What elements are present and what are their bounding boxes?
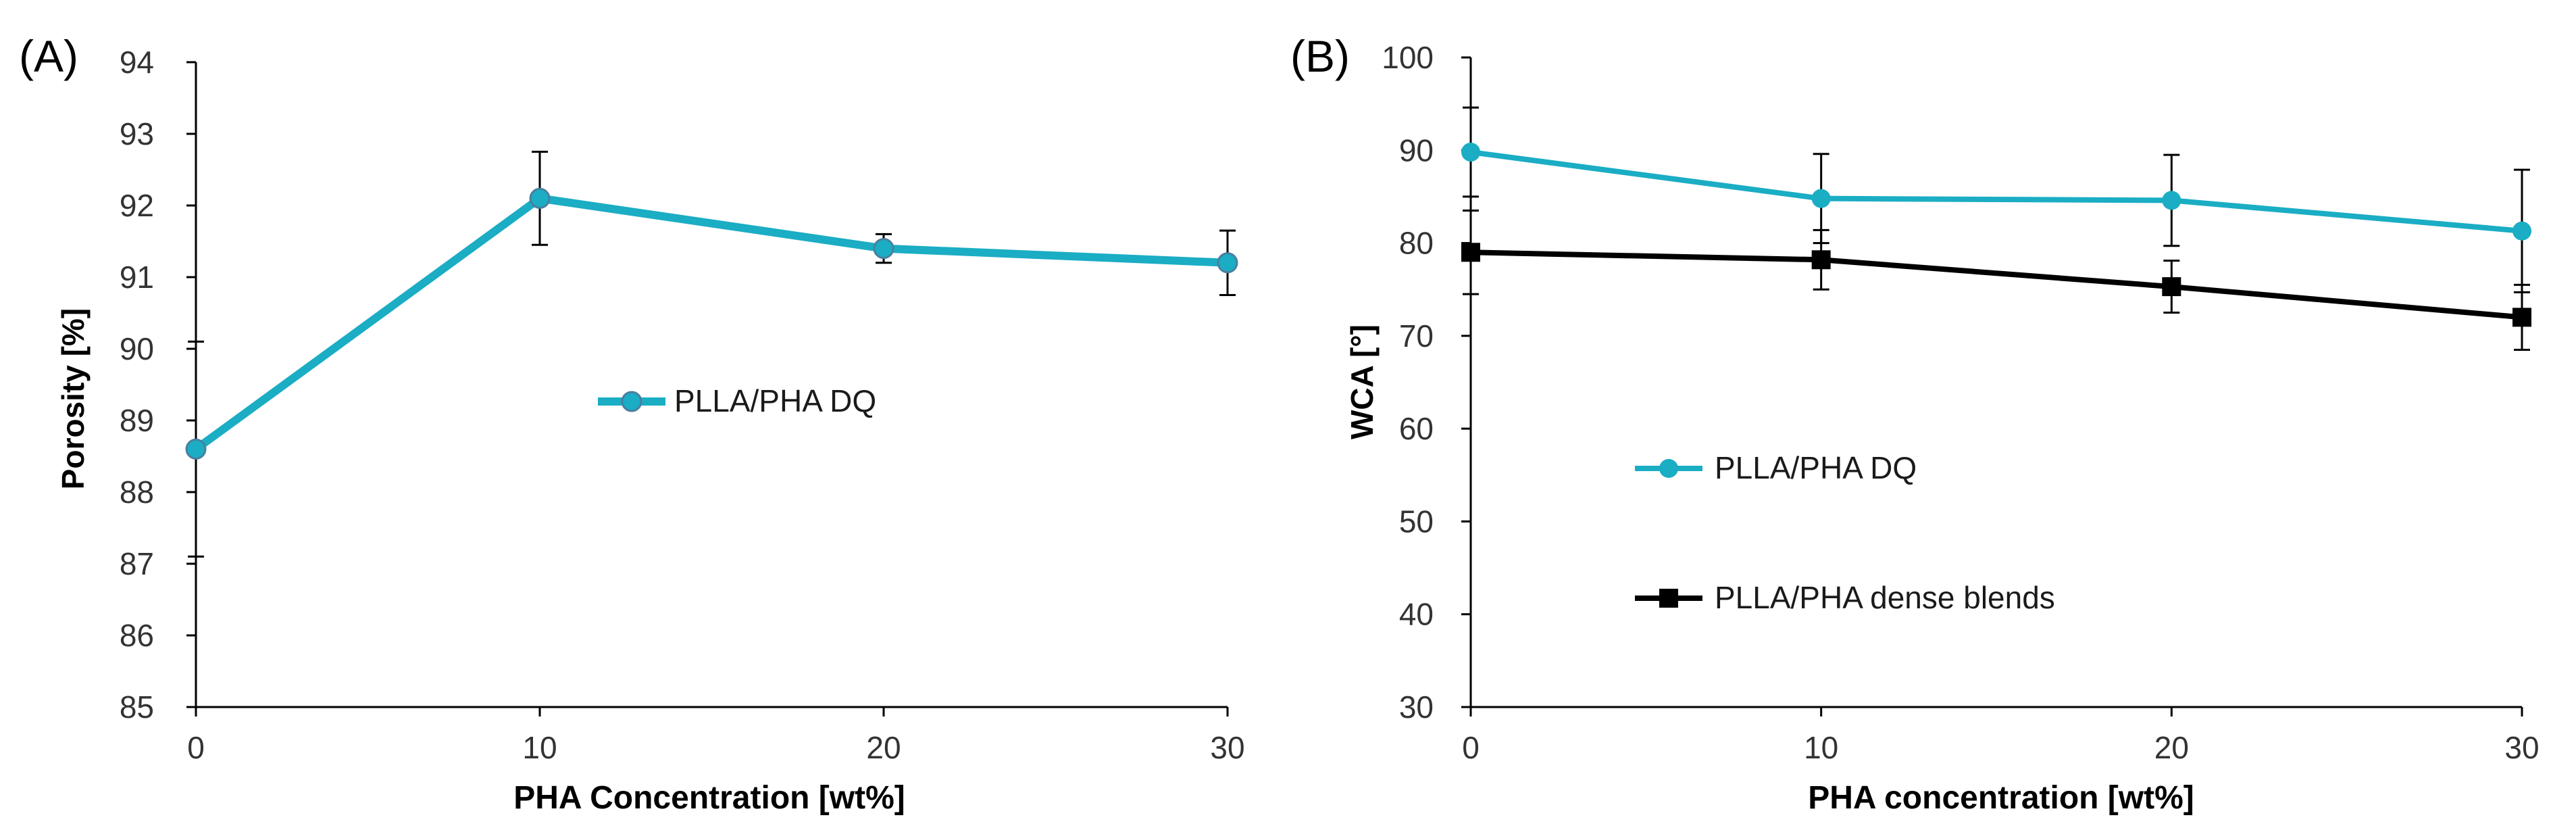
panel-a-x-axis-label: PHA Concentration [wt%] xyxy=(513,780,905,816)
panel-b-y-tick-label: 50 xyxy=(1399,504,1434,539)
data-point xyxy=(185,438,207,460)
panel-b-series-line-0 xyxy=(1470,149,2523,234)
panel-b-x-ticks: 0 10 20 30 xyxy=(1462,707,2540,765)
panel-b-legend: PLLA/PHA DQ PLLA/PHA dense blends xyxy=(1635,450,2055,615)
panel-b-y-axis-label: WCA [°] xyxy=(1344,324,1380,439)
panel-b-y-tick-label: 30 xyxy=(1399,689,1434,725)
data-point xyxy=(1811,189,1831,208)
panel-b-label: (B) xyxy=(1290,31,1350,81)
data-point xyxy=(1811,250,1831,270)
panel-b-series-line-1 xyxy=(1470,249,2523,320)
panel-a-x-tick-label: 30 xyxy=(1210,730,1244,765)
panel-b: (B) 30 40 50 60 70 80 90 100 0 10 20 30 WCA [°] PH… xyxy=(1290,31,2540,816)
data-point xyxy=(1217,252,1238,274)
panel-a-label: (A) xyxy=(19,31,78,81)
panel-a-legend-marker xyxy=(621,391,642,412)
panel-b-y-tick-label: 90 xyxy=(1399,132,1434,168)
panel-a-legend-text: PLLA/PHA DQ xyxy=(674,383,876,418)
panel-b-legend-text-dq: PLLA/PHA DQ xyxy=(1715,450,1917,485)
panel-a-x-ticks: 0 10 20 30 xyxy=(187,707,1245,765)
data-point xyxy=(873,238,894,260)
panel-a-y-tick-label: 89 xyxy=(120,403,154,438)
panel-a-y-axis-label: Porosity [%] xyxy=(55,308,91,489)
panel-b-y-ticks: 30 40 50 60 70 80 90 100 xyxy=(1382,40,1471,725)
panel-a-y-tick-label: 86 xyxy=(120,618,154,653)
panel-b-legend-marker-dq xyxy=(1659,459,1678,478)
panel-a-x-tick-label: 0 xyxy=(187,730,205,765)
panel-a-series-line-0 xyxy=(193,194,1228,453)
panel-a-y-tick-label: 93 xyxy=(120,116,154,151)
panel-b-legend-marker-dense xyxy=(1659,589,1678,608)
panel-a-error-bars xyxy=(188,151,1236,558)
panel-a-legend: PLLA/PHA DQ xyxy=(598,383,876,418)
panel-b-x-tick-label: 20 xyxy=(2154,730,2189,765)
panel-b-y-tick-label: 40 xyxy=(1399,597,1434,632)
panel-a-y-tick-label: 87 xyxy=(120,546,154,581)
data-point xyxy=(529,187,551,209)
panel-a: (A) 85 86 87 88 89 90 91 92 93 94 0 10 20 30 Porosit… xyxy=(19,31,1245,816)
data-point xyxy=(2162,277,2181,297)
panel-b-y-tick-label: 80 xyxy=(1399,226,1434,261)
panel-b-series xyxy=(1461,143,2531,327)
panel-b-legend-text-dense: PLLA/PHA dense blends xyxy=(1715,580,2055,615)
panel-a-y-tick-label: 94 xyxy=(120,45,154,80)
data-point xyxy=(2512,308,2531,327)
panel-b-x-tick-label: 30 xyxy=(2504,730,2539,765)
panel-b-y-tick-label: 70 xyxy=(1399,318,1434,354)
panel-a-y-tick-label: 85 xyxy=(120,689,154,725)
panel-a-y-ticks: 85 86 87 88 89 90 91 92 93 94 xyxy=(120,45,196,725)
data-point xyxy=(2512,221,2531,241)
panel-b-error-bars xyxy=(1463,106,2530,351)
panel-b-y-tick-label: 100 xyxy=(1382,40,1434,75)
panel-b-y-tick-label: 60 xyxy=(1399,411,1434,446)
panel-a-y-tick-label: 88 xyxy=(120,475,154,510)
panel-a-x-tick-label: 10 xyxy=(522,730,557,765)
panel-a-y-tick-label: 92 xyxy=(120,188,154,223)
panel-a-series xyxy=(185,187,1238,460)
data-point xyxy=(1461,243,1480,262)
panel-b-x-axis-label: PHA concentration [wt%] xyxy=(1808,780,2194,816)
panel-a-x-tick-label: 20 xyxy=(866,730,901,765)
panel-b-x-tick-label: 0 xyxy=(1462,730,1480,765)
panel-a-y-tick-label: 91 xyxy=(120,260,154,295)
panel-b-x-tick-label: 10 xyxy=(1804,730,1838,765)
data-point xyxy=(1461,143,1480,162)
data-point xyxy=(2162,191,2181,210)
panel-a-y-tick-label: 90 xyxy=(120,331,154,366)
